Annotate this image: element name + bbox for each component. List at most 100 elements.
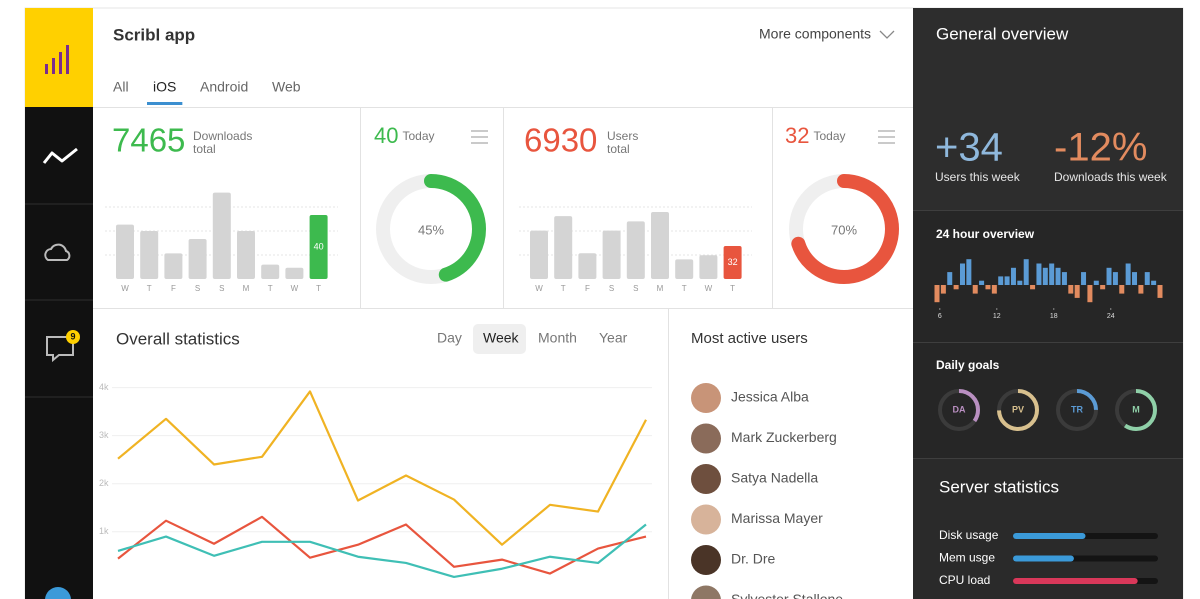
y-tick-label: 2k: [99, 478, 109, 488]
notification-badge: [66, 330, 80, 344]
hourly-bar: [959, 263, 965, 285]
tab[interactable]: iOS: [153, 79, 176, 95]
hourly-bar: [1151, 280, 1157, 285]
user-name[interactable]: Marissa Mayer: [731, 510, 823, 526]
x-tick-label: 6: [938, 313, 942, 320]
bar: [578, 253, 597, 279]
user-name[interactable]: Dr. Dre: [731, 551, 776, 567]
goal-ring: [938, 389, 980, 431]
user-name[interactable]: Sylvester Stallone: [731, 591, 843, 599]
today-value: 32: [785, 123, 809, 148]
period-tab[interactable]: Week: [483, 330, 520, 346]
profile-avatar[interactable]: [45, 587, 71, 599]
hourly-bar: [1093, 280, 1099, 285]
server-label: CPU load: [939, 573, 990, 587]
today-value: 40: [374, 123, 398, 148]
period-tab[interactable]: Year: [599, 330, 628, 346]
tab[interactable]: All: [113, 79, 129, 95]
line-series: [117, 515, 647, 575]
hourly-bar: [1119, 285, 1125, 294]
menu[interactable]: More components: [759, 26, 871, 42]
goals-panel: [913, 342, 1183, 458]
y-tick-label: 4k: [99, 382, 109, 392]
user-name[interactable]: Satya Nadella: [731, 470, 818, 486]
hourly-bar: [1055, 267, 1061, 285]
card-dividers: [93, 107, 913, 599]
bar: [554, 216, 573, 279]
x-tick-label: M: [657, 284, 664, 293]
total-caption: Users: [607, 129, 638, 143]
hourly-bar: [1049, 263, 1055, 285]
x-tick-label: T: [316, 284, 321, 293]
x-tick-label: W: [535, 284, 543, 293]
nav-cloud[interactable]: [44, 243, 71, 261]
y-tick-label: 3k: [99, 430, 109, 440]
x-tick-label: S: [219, 284, 224, 293]
user-avatar[interactable]: [691, 545, 721, 575]
user-avatar[interactable]: [691, 383, 721, 413]
tab[interactable]: Android: [200, 79, 248, 95]
hourly-bar: [979, 280, 985, 285]
goal-label: TR: [1071, 404, 1083, 414]
goal-ring: [1115, 389, 1157, 431]
nav-analytics[interactable]: [42, 147, 78, 164]
goal-label: M: [1132, 404, 1140, 414]
hourly-bar: [1157, 285, 1163, 298]
period-tab[interactable]: Month: [538, 330, 577, 346]
overview-panel: [913, 8, 1183, 210]
panel-dividers: [913, 210, 1183, 459]
server-label: Mem usge: [939, 551, 995, 565]
hourly-title: 24 hour overview: [936, 227, 1035, 241]
hourly-bar: [998, 276, 1004, 285]
hourly-bar: [972, 285, 978, 294]
server-panel: [913, 458, 1183, 599]
today-caption: Today: [402, 129, 434, 143]
overview-caption: Downloads this week: [1054, 170, 1168, 184]
y-tick-label: 1k: [99, 526, 109, 536]
x-tick-label: S: [609, 284, 614, 293]
hourly-bar: [1087, 285, 1093, 303]
hourly-bar: [1036, 263, 1042, 285]
hourly-bar: [1068, 285, 1074, 294]
bar: [116, 224, 134, 279]
hourly-bar: [1010, 267, 1016, 285]
menu-chevron[interactable]: [879, 30, 895, 39]
goals-title: Daily goals: [936, 358, 1000, 372]
bar: [626, 221, 645, 279]
bar: [140, 231, 159, 279]
notification-count: 9: [70, 331, 75, 341]
total-caption: Downloads: [193, 129, 252, 143]
hourly-bar: [1100, 285, 1106, 290]
tab[interactable]: Web: [272, 79, 301, 95]
total-caption: total: [607, 142, 630, 156]
x-tick-label: 12: [993, 313, 1001, 320]
logo-icon: [45, 45, 69, 74]
server-bar: [1013, 533, 1086, 539]
user-name[interactable]: Mark Zuckerberg: [731, 429, 837, 445]
tab-underline: [147, 102, 183, 105]
x-tick-label: T: [268, 284, 273, 293]
period-tab[interactable]: Day: [437, 330, 462, 346]
x-tick-label: T: [730, 284, 735, 293]
user-avatar[interactable]: [691, 504, 721, 535]
x-tick-label: 24: [1107, 313, 1115, 320]
server-bar: [1013, 578, 1138, 584]
donut-arc: [376, 174, 486, 284]
x-tick-label: M: [243, 284, 250, 293]
bar: [164, 253, 183, 279]
user-avatar[interactable]: [691, 585, 721, 599]
x-tick-label: F: [171, 284, 176, 293]
user-avatar[interactable]: [691, 464, 721, 494]
x-tick-label: W: [121, 284, 129, 293]
bar: [651, 212, 669, 279]
user-name[interactable]: Jessica Alba: [731, 389, 809, 405]
hourly-bar: [947, 272, 953, 285]
user-avatar[interactable]: [691, 423, 721, 454]
overview-caption: Users this week: [935, 170, 1021, 184]
donut-label: 45%: [418, 222, 444, 237]
users-title: Most active users: [691, 330, 808, 347]
bar: [261, 264, 280, 279]
hourly-bar: [1132, 272, 1138, 285]
x-tick-label: W: [291, 284, 299, 293]
